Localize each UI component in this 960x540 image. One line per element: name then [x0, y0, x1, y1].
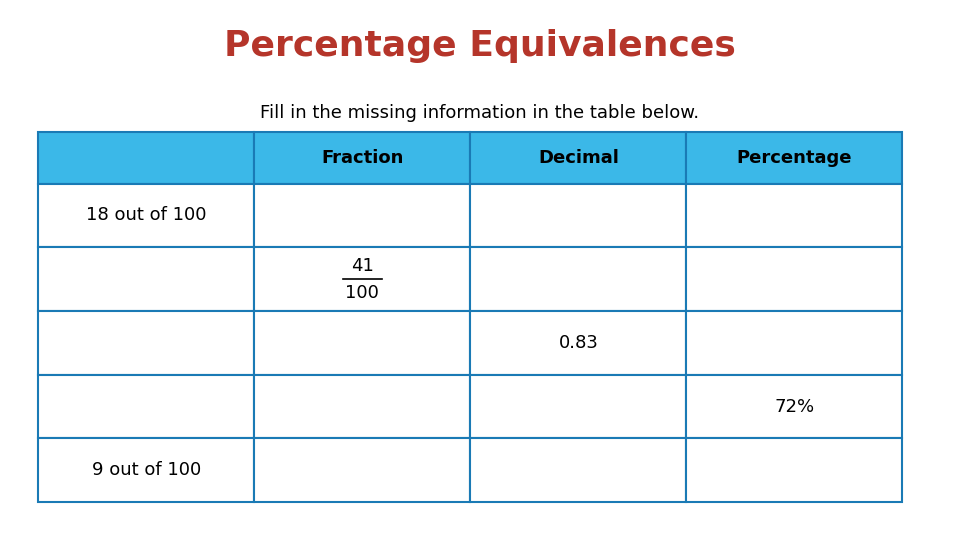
Text: Fill in the missing information in the table below.: Fill in the missing information in the t… — [260, 104, 700, 123]
Text: Decimal: Decimal — [538, 149, 619, 167]
Text: 18 out of 100: 18 out of 100 — [86, 206, 206, 225]
Text: 72%: 72% — [775, 397, 814, 416]
Text: Percentage Equivalences: Percentage Equivalences — [224, 29, 736, 63]
Text: 41: 41 — [351, 256, 373, 275]
Text: 9 out of 100: 9 out of 100 — [92, 461, 201, 480]
Text: 0.83: 0.83 — [559, 334, 598, 352]
Text: Percentage: Percentage — [736, 149, 852, 167]
Text: Fraction: Fraction — [322, 149, 403, 167]
Text: 100: 100 — [346, 284, 379, 302]
